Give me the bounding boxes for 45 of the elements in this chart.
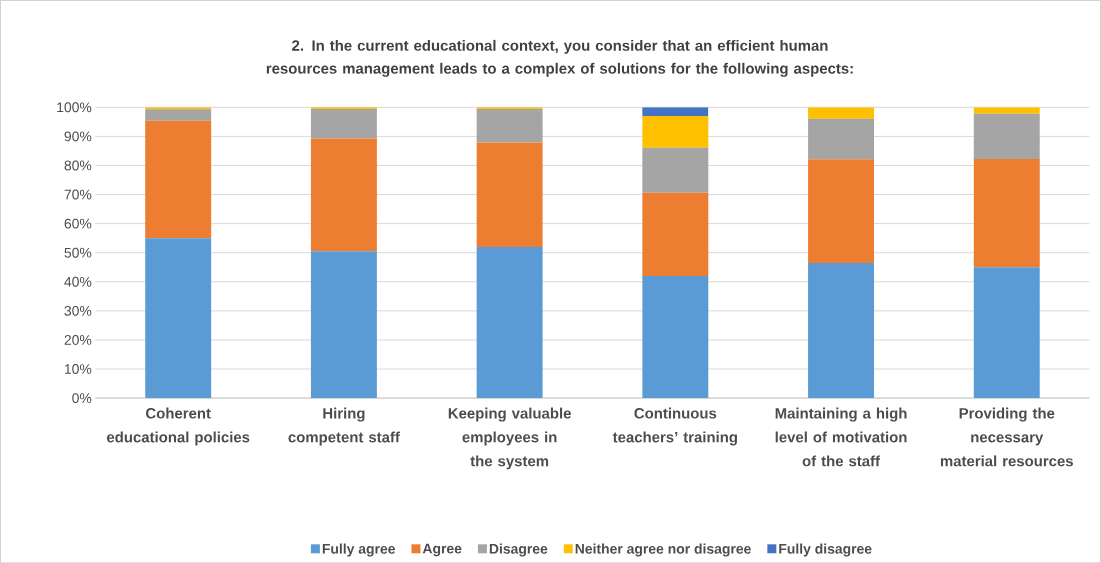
bar	[973, 113, 1040, 159]
legend-label: Neither agree nor disagree	[575, 543, 751, 557]
bar	[145, 109, 212, 121]
x-tick-label: Keeping valuable employees in the system	[448, 407, 571, 470]
y-tick-label: 0%	[72, 392, 92, 403]
bar	[145, 120, 212, 238]
bar	[476, 142, 543, 247]
bar	[973, 107, 1040, 114]
bar	[642, 192, 709, 276]
bar	[145, 237, 212, 398]
bar	[310, 138, 377, 252]
y-tick-label: 10%	[64, 363, 92, 374]
x-tick-label: Coherent educational policies	[106, 407, 250, 446]
bar	[476, 246, 543, 398]
bar	[642, 107, 709, 116]
bar	[973, 267, 1040, 398]
bar	[310, 251, 377, 398]
bar	[808, 118, 875, 160]
y-tick-label: 40%	[64, 276, 92, 287]
x-tick-label: Hiring competent staff	[288, 407, 400, 446]
bar	[476, 108, 543, 143]
y-tick-label: 80%	[64, 160, 92, 171]
legend-label: Fully disagree	[779, 543, 872, 557]
x-tick-label: Maintaining a high level of motivation of the staff	[775, 407, 907, 467]
bar	[808, 262, 875, 398]
bar	[642, 275, 709, 398]
y-tick-label: 30%	[64, 305, 92, 316]
bar	[642, 115, 709, 148]
bar	[808, 159, 875, 263]
chart-title: 2. In the current educational context, you consider that an efficient human resources management leads to a complex of solutions for the following aspects:	[266, 39, 853, 77]
x-tick-label: Providing the necessary material resources	[940, 407, 1073, 467]
y-tick-label: 60%	[64, 218, 92, 229]
y-tick-label: 100%	[57, 102, 92, 113]
bar	[642, 147, 709, 193]
y-tick-label: 20%	[64, 334, 92, 345]
bar	[973, 158, 1040, 268]
bar	[808, 107, 875, 119]
bar	[310, 108, 377, 139]
legend-label: Fully agree	[322, 543, 395, 557]
legend-label: Disagree	[489, 543, 548, 557]
x-tick-label: Continuous teachers’ training	[612, 407, 737, 446]
legend-label: Agree	[422, 543, 462, 557]
y-tick-label: 90%	[64, 131, 92, 142]
y-tick-label: 50%	[64, 247, 92, 258]
y-tick-label: 70%	[64, 189, 92, 200]
